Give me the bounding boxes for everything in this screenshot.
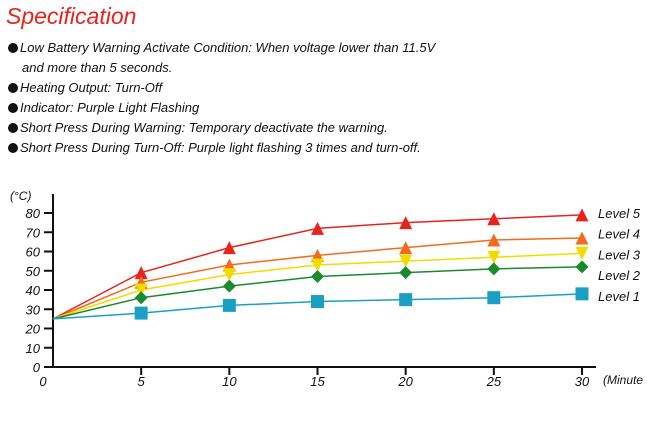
y-tick-label: 50 [26,264,41,279]
marker [487,233,501,247]
x-axis-label: (Minute [603,373,643,387]
bullet-text: Low Battery Warning Activate Condition: … [20,40,437,55]
marker [575,208,589,222]
marker [575,287,589,301]
marker [134,306,148,320]
marker [134,266,148,280]
marker [311,221,324,235]
x-tick-label: 0 [39,374,47,389]
legend-label: Level 5 [598,206,641,221]
bullet-text: Short Press During Turn-Off: Purple ligh… [20,140,421,155]
y-tick-label: 80 [26,206,41,221]
marker [399,266,413,280]
x-tick-label: 10 [222,374,237,389]
bullet-dot [8,143,18,153]
marker [222,298,236,312]
bullet-text: Indicator: Purple Light Flashing [20,100,200,115]
marker [399,254,413,268]
x-tick-label: 30 [575,374,590,389]
legend-label: Level 2 [598,268,641,283]
marker [311,270,324,284]
legend-label: Level 4 [598,227,640,242]
marker [487,212,501,226]
bullet-dot [8,83,18,93]
marker [134,291,148,305]
marker [222,279,236,293]
bullet-text: Short Press During Warning: Temporary de… [20,120,388,135]
y-tick-label: 10 [26,341,41,356]
bullet-text: Heating Output: Turn-Off [20,80,163,95]
x-tick-label: 20 [397,374,413,389]
legend-label: Level 3 [598,247,641,262]
marker [134,283,148,297]
marker [487,262,501,276]
bullet-dot [8,103,18,113]
marker [222,268,236,282]
x-tick-label: 25 [486,374,502,389]
marker [575,246,589,260]
y-tick-label: 70 [26,225,41,240]
marker [399,216,413,230]
x-tick-label: 5 [138,374,146,389]
marker [222,241,236,255]
y-tick-label: 30 [26,302,41,317]
title: Specification [6,3,136,29]
marker [487,250,501,264]
marker [311,258,324,272]
y-axis-label: (°C) [10,189,31,203]
y-tick-label: 20 [25,322,41,337]
marker [575,231,589,245]
marker [399,241,413,255]
legend-label: Level 1 [598,289,640,304]
bullet-text: and more than 5 seconds. [22,60,172,75]
marker [311,295,324,309]
x-tick-label: 15 [310,374,325,389]
marker [487,291,501,305]
bullet-dot [8,123,18,133]
y-tick-label: 60 [26,245,41,260]
y-tick-label: 0 [33,360,41,375]
marker [399,293,413,307]
marker [575,260,589,274]
y-tick-label: 40 [26,283,41,298]
bullet-dot [8,43,18,53]
